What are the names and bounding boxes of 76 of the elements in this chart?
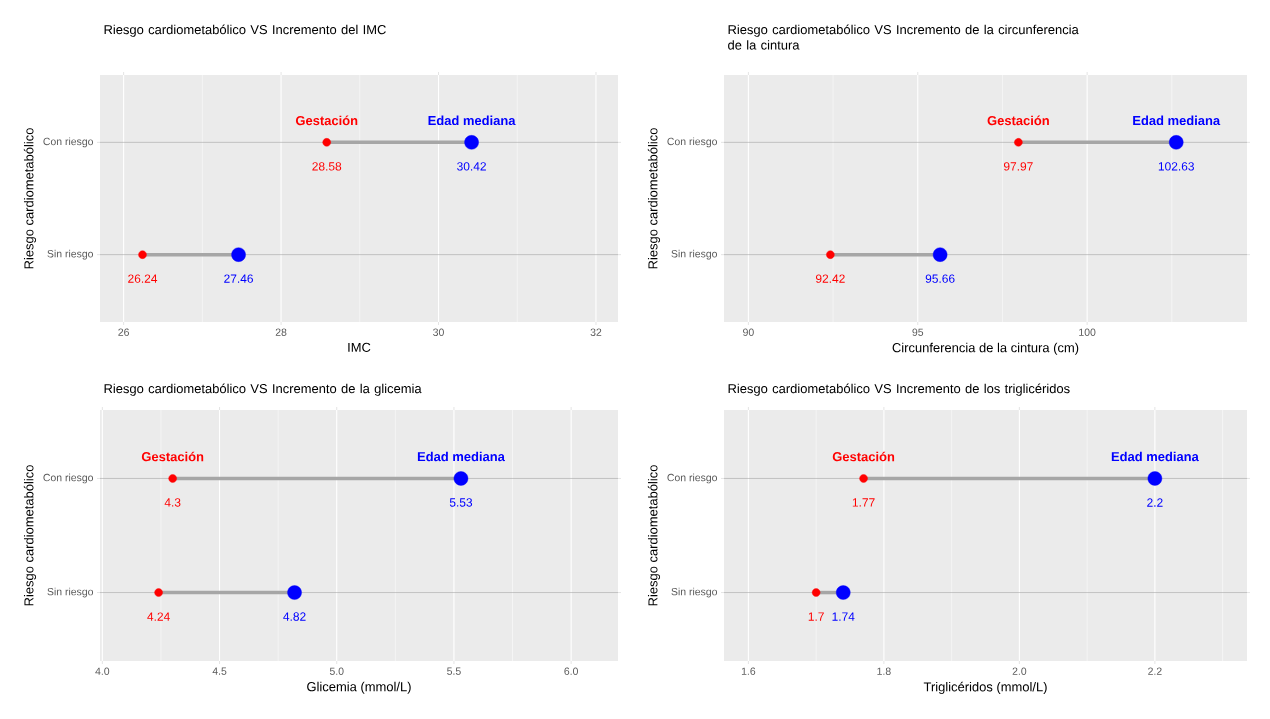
x-axis-title: IMC <box>348 342 371 352</box>
x-tick-label: 4.5 <box>212 667 227 675</box>
chart-title: Riesgo cardiometabólico VS Incremento de la circunferencia de la cintura <box>728 24 1079 50</box>
data-label: 26.24 <box>128 274 158 283</box>
point <box>231 247 246 262</box>
y-tick-label: Con riesgo <box>667 137 718 148</box>
x-tick-label: 2.2 <box>1148 667 1162 675</box>
y-axis-title: Riesgo cardiometabólico <box>647 128 661 269</box>
series-label: Gestación <box>141 451 204 462</box>
y-tick-label: Sin riesgo <box>47 249 94 260</box>
data-label: 4.24 <box>147 612 170 621</box>
chart-title: Riesgo cardiometabólico VS Incremento del IMC <box>104 24 386 37</box>
y-tick-label: Sin riesgo <box>671 249 718 260</box>
point <box>859 474 868 483</box>
x-tick-label: 32 <box>590 328 602 336</box>
data-label: 4.3 <box>164 498 181 507</box>
data-label: 4.82 <box>283 612 306 621</box>
point <box>1147 471 1163 486</box>
y-tick-label: Sin riesgo <box>671 587 718 598</box>
y-axis-title: Riesgo cardiometabólico <box>23 128 37 269</box>
series-label: Gestación <box>987 115 1049 126</box>
point <box>168 474 177 483</box>
data-label: 2.2 <box>1147 498 1163 507</box>
data-label: 27.46 <box>224 274 253 283</box>
x-tick-label: 100 <box>1079 328 1096 336</box>
point <box>322 138 331 147</box>
y-tick-label: Sin riesgo <box>47 587 94 598</box>
series-label: Edad mediana <box>1133 115 1221 126</box>
point <box>453 471 469 486</box>
point <box>1014 138 1023 147</box>
series-label: Gestación <box>295 115 358 126</box>
point <box>836 585 851 600</box>
x-tick-label: 2.0 <box>1012 667 1027 675</box>
data-label: 97.97 <box>1003 162 1033 171</box>
data-label: 1.74 <box>832 612 855 621</box>
x-axis-title: Glicemia (mmol/L) <box>307 681 411 694</box>
series-label: Edad mediana <box>428 115 516 126</box>
point <box>287 585 302 600</box>
data-label: 92.42 <box>815 274 845 283</box>
data-label: 1.7 <box>808 612 824 621</box>
point <box>138 250 147 259</box>
series-label: Edad mediana <box>1111 451 1199 462</box>
data-label: 5.53 <box>449 498 473 507</box>
x-tick-label: 1.8 <box>877 667 891 675</box>
x-tick-label: 26 <box>118 328 129 336</box>
x-axis-title: Triglicéridos (mmol/L) <box>923 681 1047 694</box>
x-tick-label: 30 <box>433 328 444 336</box>
y-axis-title: Riesgo cardiometabólico <box>647 465 661 606</box>
point <box>154 588 163 597</box>
point <box>1169 135 1184 150</box>
chart-title: Riesgo cardiometabólico VS Incremento de la glicemia <box>104 383 422 396</box>
point <box>932 247 948 262</box>
chart-title: Riesgo cardiometabólico VS Incremento de los triglicéridos <box>728 383 1070 396</box>
data-label: 28.58 <box>312 162 342 171</box>
y-tick-label: Con riesgo <box>43 473 94 484</box>
series-label: Gestación <box>832 451 895 462</box>
data-label: 30.42 <box>457 162 486 171</box>
point <box>811 588 821 597</box>
data-label: 1.77 <box>852 498 875 507</box>
point <box>826 250 835 259</box>
data-label: 95.66 <box>925 274 955 283</box>
data-label: 102.63 <box>1158 162 1194 171</box>
x-tick-label: 6.0 <box>564 667 578 675</box>
x-tick-label: 28 <box>275 328 287 336</box>
x-tick-label: 4.0 <box>95 667 110 675</box>
y-tick-label: Con riesgo <box>667 473 718 484</box>
x-tick-label: 90 <box>743 328 754 336</box>
x-tick-label: 5.0 <box>329 667 344 675</box>
y-tick-label: Con riesgo <box>43 137 94 148</box>
y-axis-title: Riesgo cardiometabólico <box>23 465 37 606</box>
point <box>464 135 479 150</box>
x-tick-label: 1.6 <box>741 667 756 675</box>
x-axis-title: Circunferencia de la cintura (cm) <box>892 342 1079 355</box>
x-tick-label: 95 <box>912 328 924 336</box>
x-tick-label: 5.5 <box>447 667 461 675</box>
series-label: Edad mediana <box>417 451 505 462</box>
